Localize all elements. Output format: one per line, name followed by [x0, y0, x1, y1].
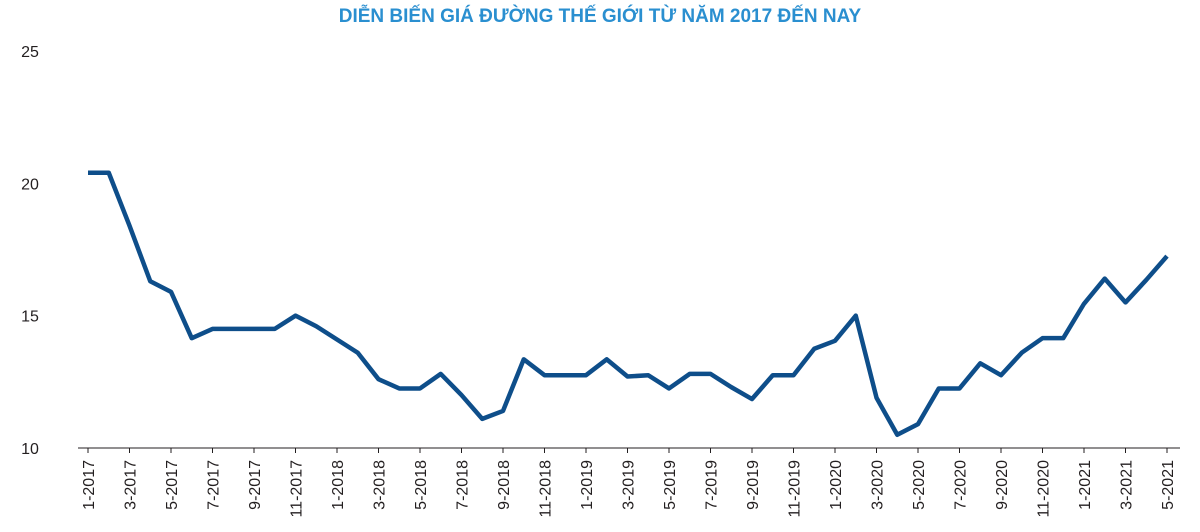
- x-tick-label: 9-2020: [994, 460, 1011, 510]
- x-tick-label: 5-2021: [1160, 460, 1177, 510]
- y-tick-label: 15: [21, 309, 39, 326]
- x-tick-label: 5-2020: [911, 460, 928, 510]
- x-tick-label: 7-2018: [455, 460, 472, 510]
- x-tick-label: 1-2018: [330, 460, 347, 510]
- y-tick-label: 20: [21, 176, 39, 193]
- x-tick-label: 1-2017: [81, 460, 98, 510]
- x-tick-label: 1-2021: [1077, 460, 1094, 510]
- x-tick-label: 11-2017: [289, 460, 306, 518]
- x-tick-label: 5-2017: [164, 460, 181, 510]
- chart-title: DIỄN BIẾN GIÁ ĐƯỜNG THẾ GIỚI TỪ NĂM 2017…: [339, 5, 862, 27]
- x-tick-label: 9-2018: [496, 460, 513, 510]
- y-tick-label: 25: [21, 44, 39, 61]
- x-tick-label: 11-2020: [1036, 460, 1053, 518]
- x-tick-label: 5-2019: [662, 460, 679, 510]
- x-tick-label: 3-2018: [372, 460, 389, 510]
- x-tick-label: 3-2021: [1119, 460, 1136, 510]
- x-tick-label: 7-2019: [704, 460, 721, 510]
- data-line: [88, 170, 1169, 438]
- x-tick-label: 7-2017: [206, 460, 223, 510]
- x-tick-label: 3-2020: [870, 460, 887, 510]
- x-tick-label: 3-2017: [123, 460, 140, 510]
- y-tick-label: 10: [21, 441, 39, 458]
- x-tick-label: 11-2018: [538, 460, 555, 518]
- x-tick-label: 9-2017: [247, 460, 264, 510]
- x-tick-label: 1-2020: [828, 460, 845, 510]
- x-tick-label: 3-2019: [621, 460, 638, 510]
- x-tick-label: 1-2019: [579, 460, 596, 510]
- x-tick-label: 9-2019: [745, 460, 762, 510]
- x-tick-label: 11-2019: [787, 460, 804, 518]
- x-tick-label: 7-2020: [953, 460, 970, 510]
- x-tick-label: 5-2018: [413, 460, 430, 510]
